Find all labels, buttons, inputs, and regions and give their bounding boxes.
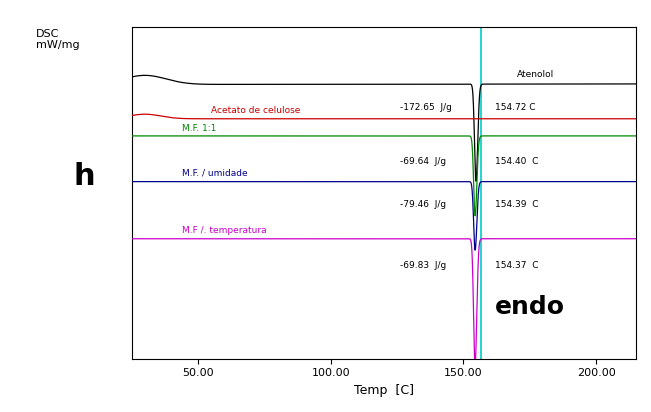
- Text: -69.64  J/g: -69.64 J/g: [400, 157, 446, 166]
- Text: h: h: [74, 162, 95, 191]
- Text: DSC
mW/mg: DSC mW/mg: [36, 29, 79, 50]
- X-axis label: Temp  [C]: Temp [C]: [353, 384, 414, 397]
- Text: M.F. 1:1: M.F. 1:1: [182, 124, 216, 133]
- Text: endo: endo: [495, 295, 565, 319]
- Text: M.F. / umidade: M.F. / umidade: [182, 169, 247, 178]
- Text: -79.46  J/g: -79.46 J/g: [400, 200, 446, 209]
- Text: 154.37  C: 154.37 C: [495, 260, 539, 269]
- Text: 154.72 C: 154.72 C: [495, 103, 536, 112]
- Text: 154.39  C: 154.39 C: [495, 200, 539, 209]
- Text: Atenolol: Atenolol: [516, 70, 554, 79]
- Text: Acetato de celulose: Acetato de celulose: [212, 106, 301, 115]
- Text: 154.40  C: 154.40 C: [495, 157, 538, 166]
- Text: M.F /. temperatura: M.F /. temperatura: [182, 226, 267, 235]
- Text: -69.83  J/g: -69.83 J/g: [400, 260, 446, 269]
- Text: -172.65  J/g: -172.65 J/g: [400, 103, 452, 112]
